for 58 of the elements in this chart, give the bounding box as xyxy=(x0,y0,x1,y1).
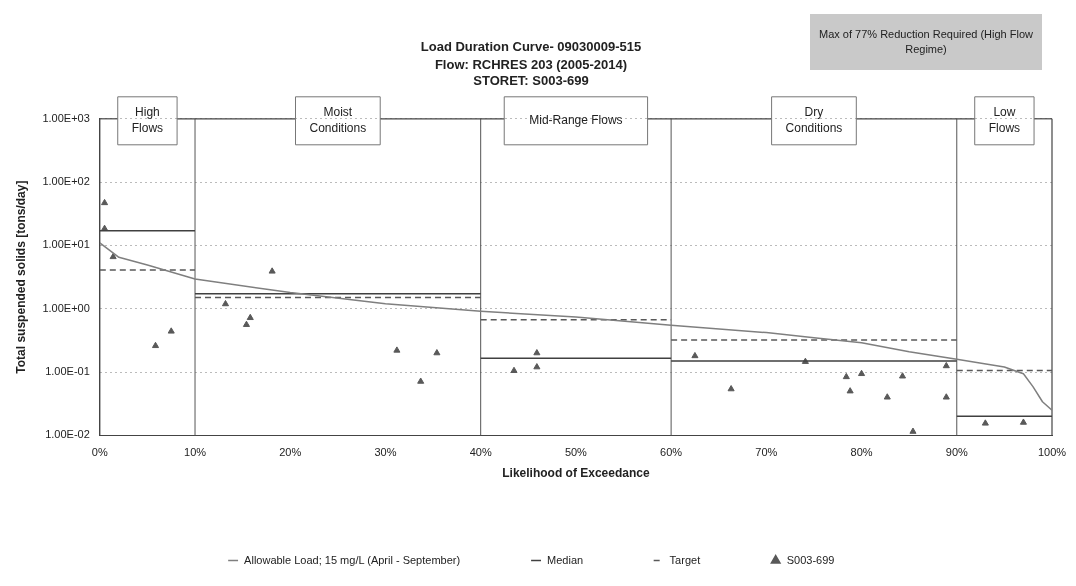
point xyxy=(533,363,541,370)
point xyxy=(221,299,230,307)
annotation: Dry Conditions xyxy=(785,105,843,136)
annotation: Moist Conditions xyxy=(309,105,367,136)
point xyxy=(510,366,518,373)
x-tick-label: 50% xyxy=(564,446,588,459)
y-tick-label: 1.00E-01 xyxy=(45,365,90,378)
y-axis-title: Total suspended solids [tons/day] xyxy=(13,180,28,374)
point xyxy=(393,346,401,353)
point xyxy=(846,387,854,394)
y-tick-label: 1.00E+02 xyxy=(42,175,90,188)
x-tick-label: 10% xyxy=(184,446,207,459)
point xyxy=(1019,418,1027,425)
legend-label: Target xyxy=(669,553,701,566)
chart-title: Load Duration Curve- 09030009-515 xyxy=(420,39,642,55)
point xyxy=(101,224,109,231)
point xyxy=(101,198,109,206)
x-axis-title: Likelihood of Exceedance xyxy=(502,466,650,481)
point xyxy=(898,372,907,379)
x-tick-label: 100% xyxy=(1037,446,1067,459)
point xyxy=(151,341,160,349)
x-tick-label: 40% xyxy=(469,446,492,459)
x-tick-label: 80% xyxy=(850,446,873,459)
x-tick-label: 90% xyxy=(945,446,968,459)
x-tick-label: 0% xyxy=(91,446,108,459)
x-tick-label: 30% xyxy=(374,446,397,459)
point xyxy=(727,385,735,392)
y-tick-label: 1.00E+00 xyxy=(42,301,90,314)
point xyxy=(909,427,917,434)
text: Max of 77% Reduction Required (High Flow Regime) xyxy=(819,27,1034,55)
legend-label: Median xyxy=(547,553,584,566)
point xyxy=(842,372,850,380)
point xyxy=(942,393,950,400)
x-tick-label: 70% xyxy=(755,446,778,459)
point xyxy=(109,252,117,260)
annotation: Mid-Range Flows xyxy=(529,113,623,128)
point xyxy=(246,313,254,321)
point xyxy=(167,327,175,334)
point xyxy=(533,349,541,356)
point xyxy=(242,320,250,327)
point xyxy=(691,351,699,359)
legend-label: Allowable Load; 15 mg/L (April - September) xyxy=(244,553,461,566)
y-tick-label: 1.00E+01 xyxy=(42,238,90,251)
x-tick-label: 60% xyxy=(660,446,683,459)
y-tick-label: 1.00E+03 xyxy=(42,111,90,124)
point xyxy=(942,361,950,369)
legend-label: S003-699 xyxy=(786,553,835,566)
point xyxy=(858,369,866,377)
point xyxy=(883,393,891,400)
point xyxy=(981,419,989,426)
chart-subtitle: Flow: RCHRES 203 (2005-2014) STORET: S003-699 xyxy=(434,56,628,88)
point xyxy=(417,377,425,384)
annotation: Low Flows xyxy=(988,105,1021,136)
x-tick-label: 20% xyxy=(279,446,302,459)
y-tick-label: 1.00E-02 xyxy=(45,428,90,441)
point xyxy=(433,349,441,356)
point xyxy=(268,267,276,274)
annotation: High Flows xyxy=(131,105,164,136)
